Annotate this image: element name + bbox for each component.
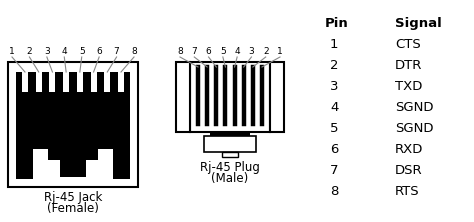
Text: Rj-45 Jack: Rj-45 Jack	[44, 191, 102, 204]
Text: 4: 4	[234, 47, 240, 56]
Bar	[118, 72, 124, 92]
Bar	[36, 72, 42, 92]
Text: 3: 3	[248, 47, 255, 56]
Bar	[77, 72, 83, 92]
Text: SGND: SGND	[395, 122, 434, 135]
Bar	[63, 72, 69, 92]
Bar	[104, 72, 110, 92]
Bar	[210, 132, 250, 136]
Text: DTR: DTR	[395, 59, 422, 72]
Text: TXD: TXD	[395, 80, 422, 93]
Bar	[49, 72, 55, 92]
Bar	[22, 72, 28, 92]
Text: 2: 2	[330, 59, 338, 72]
Text: 1: 1	[9, 47, 15, 56]
Text: Pin: Pin	[325, 17, 349, 30]
Bar	[190, 62, 270, 132]
Text: 2: 2	[263, 47, 269, 56]
Text: 6: 6	[206, 47, 211, 56]
Bar	[222, 152, 238, 157]
Text: 2: 2	[27, 47, 32, 56]
Text: CTS: CTS	[395, 38, 421, 51]
Text: (Male): (Male)	[211, 172, 249, 185]
Text: 5: 5	[79, 47, 84, 56]
Text: RTS: RTS	[395, 185, 419, 198]
Text: 3: 3	[44, 47, 50, 56]
Text: 8: 8	[131, 47, 137, 56]
Text: Rj-45 Plug: Rj-45 Plug	[200, 161, 260, 174]
Text: 4: 4	[330, 101, 338, 114]
Bar	[204, 136, 256, 152]
Bar	[176, 62, 190, 132]
Text: Signal: Signal	[395, 17, 442, 30]
Text: 4: 4	[62, 47, 67, 56]
Polygon shape	[16, 149, 130, 184]
Text: 1: 1	[277, 47, 283, 56]
Bar	[61, 160, 85, 177]
Text: RXD: RXD	[395, 143, 423, 156]
Text: (Female): (Female)	[47, 202, 99, 215]
Text: SGND: SGND	[395, 101, 434, 114]
Bar	[16, 72, 130, 179]
Text: DSR: DSR	[395, 164, 423, 177]
Bar	[270, 62, 284, 132]
Text: 8: 8	[177, 47, 183, 56]
Text: 6: 6	[96, 47, 102, 56]
Text: 6: 6	[330, 143, 338, 156]
Bar	[8, 62, 138, 187]
Text: 8: 8	[330, 185, 338, 198]
Text: 5: 5	[220, 47, 226, 56]
Text: 7: 7	[191, 47, 197, 56]
Text: 5: 5	[330, 122, 338, 135]
Text: 3: 3	[330, 80, 338, 93]
Bar	[91, 72, 97, 92]
Text: 7: 7	[330, 164, 338, 177]
Text: 7: 7	[114, 47, 119, 56]
Text: 1: 1	[330, 38, 338, 51]
